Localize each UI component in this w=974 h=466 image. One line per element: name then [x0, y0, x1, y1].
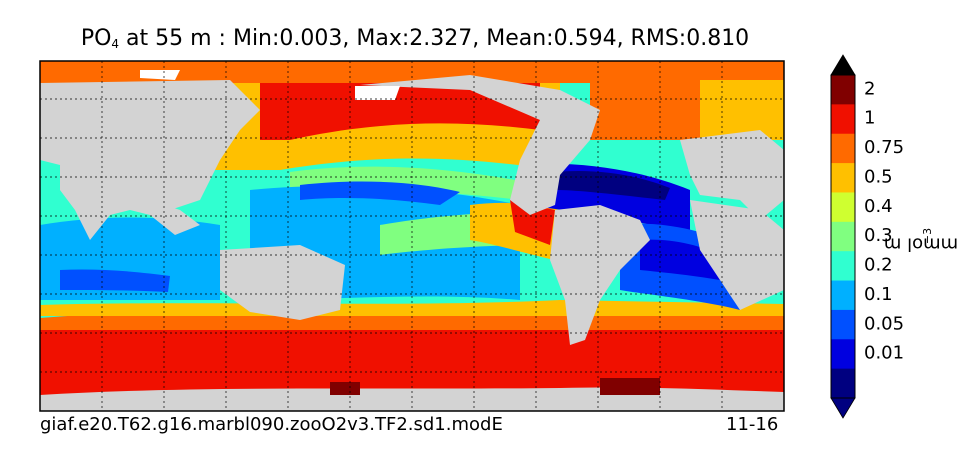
colorbar-tick-label: 0.75	[864, 137, 904, 158]
colorbar-swatch	[831, 163, 855, 193]
date-caption: 11-16	[726, 414, 779, 435]
colorbar-tick-label: 0.01	[864, 343, 904, 364]
colorbar-swatch	[831, 221, 855, 252]
colorbar-tick-label: 0.4	[864, 196, 893, 217]
colorbar-tick-label: 0.3	[864, 225, 893, 246]
colorbar-swatch	[831, 368, 855, 398]
colorbar: 2 1 0.75 0.5 0.4 0.3 0.2 0.1 0.05 0.01	[830, 54, 904, 419]
colorbar-swatch	[831, 280, 855, 311]
colorbar-tick-label: 1	[864, 108, 875, 129]
colorbar-swatch	[831, 251, 855, 282]
colorbar-under-extension	[830, 397, 856, 419]
map-frame	[39, 60, 785, 412]
colorbar-swatch	[831, 192, 855, 223]
colorbar-tick-label: 2	[864, 78, 875, 99]
run-name-caption: giaf.e20.T62.g16.marbl090.zooO2v3.TF2.sd…	[40, 414, 503, 435]
colorbar-tick-label: 0.1	[864, 284, 893, 305]
colorbar-swatch	[831, 339, 855, 370]
colorbar-swatch	[831, 309, 855, 340]
colorbar-tick-label: 0.05	[864, 313, 904, 334]
map-title: PO4 at 55 m : Min:0.003, Max:2.327, Mean…	[80, 26, 750, 51]
colorbar-frame	[830, 74, 856, 399]
colorbar-swatch	[831, 104, 855, 135]
map-field	[40, 61, 784, 411]
colorbar-swatch	[831, 75, 855, 105]
colorbar-over-extension	[830, 54, 856, 76]
colorbar-swatch	[831, 133, 855, 164]
colorbar-tick-label: 0.2	[864, 255, 893, 276]
colorbar-tick-label: 0.5	[864, 166, 893, 187]
